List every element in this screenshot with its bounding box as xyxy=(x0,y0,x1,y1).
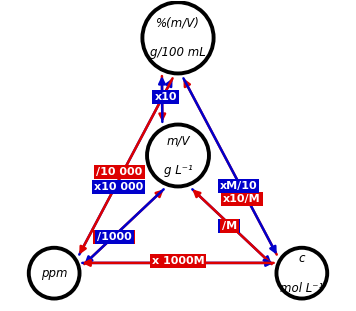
Circle shape xyxy=(29,248,79,299)
Circle shape xyxy=(147,124,209,187)
Text: xM/10: xM/10 xyxy=(220,181,257,191)
Text: xM: xM xyxy=(220,220,238,230)
Text: x10/M: x10/M xyxy=(223,194,261,204)
Text: ppm: ppm xyxy=(41,267,67,280)
Circle shape xyxy=(277,248,327,299)
Text: x1000: x1000 xyxy=(95,232,133,242)
Text: /10: /10 xyxy=(156,92,176,102)
Text: x 1000M: x 1000M xyxy=(152,256,204,266)
Text: /1000: /1000 xyxy=(97,232,132,242)
Text: x10 000: x10 000 xyxy=(94,182,143,192)
Circle shape xyxy=(142,2,214,73)
Text: /10 000: /10 000 xyxy=(96,167,143,177)
Text: /M: /M xyxy=(222,220,237,230)
Text: m/V

g L⁻¹: m/V g L⁻¹ xyxy=(164,134,192,177)
Text: x10: x10 xyxy=(155,92,177,102)
Text: /1000M: /1000M xyxy=(155,256,201,266)
Text: %(m/V)

g/100 mL: %(m/V) g/100 mL xyxy=(150,16,206,59)
Text: c

mol L⁻¹: c mol L⁻¹ xyxy=(280,252,324,295)
